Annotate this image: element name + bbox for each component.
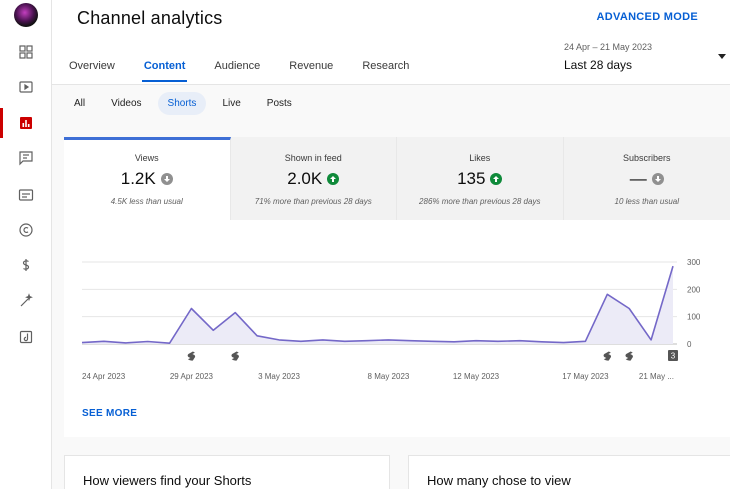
- y-tick-label: 200: [687, 285, 701, 294]
- chevron-down-icon[interactable]: [718, 54, 726, 59]
- chip-live[interactable]: Live: [222, 98, 241, 109]
- tab-overview[interactable]: Overview: [69, 60, 115, 72]
- metric-likes[interactable]: Likes 135 286% more than previous 28 day…: [397, 137, 564, 220]
- y-tick-label: 100: [687, 313, 701, 322]
- metric-value: 1.2K: [120, 169, 156, 188]
- page-title: Channel analytics: [77, 8, 223, 28]
- dashboard-icon[interactable]: [0, 35, 52, 69]
- comments-icon[interactable]: [0, 141, 52, 175]
- metric-note: 10 less than usual: [614, 197, 680, 206]
- left-rail: [0, 0, 52, 489]
- chip-videos[interactable]: Videos: [111, 98, 142, 109]
- content-icon[interactable]: [0, 70, 52, 104]
- tab-audience[interactable]: Audience: [214, 60, 261, 72]
- arrow-down-icon: [651, 173, 664, 185]
- audio-library-icon[interactable]: [0, 320, 52, 354]
- metric-note: 286% more than previous 28 days: [419, 197, 541, 206]
- upload-count-label: 3: [671, 352, 676, 361]
- arrow-up-icon: [327, 173, 340, 185]
- x-tick-label: 29 Apr 2023: [170, 372, 214, 381]
- date-period-text: Last 28 days: [564, 58, 633, 72]
- shorts-upload-icon: [187, 351, 196, 361]
- series-area: [82, 266, 673, 344]
- metric-value-row: 2.0K: [231, 169, 397, 189]
- copyright-icon[interactable]: [0, 213, 52, 247]
- shorts-upload-icon: [625, 351, 633, 361]
- chip-all[interactable]: All: [74, 98, 86, 109]
- x-tick-label: 24 Apr 2023: [82, 372, 126, 381]
- x-tick-label: 21 May ...: [639, 372, 674, 381]
- content-type-chips: All Videos Shorts Live Posts: [64, 92, 302, 115]
- date-range-picker[interactable]: 24 Apr – 21 May 2023 Last 28 days: [564, 42, 652, 72]
- shorts-glyph: [187, 351, 196, 361]
- x-tick-label: 3 May 2023: [258, 372, 300, 381]
- metric-value: —: [629, 169, 647, 188]
- subtitles-icon[interactable]: [0, 178, 52, 212]
- tab-research[interactable]: Research: [362, 60, 410, 72]
- advanced-mode-button[interactable]: ADVANCED MODE: [596, 11, 698, 23]
- x-tick-label: 8 May 2023: [368, 372, 410, 381]
- metric-value-row: —: [564, 169, 730, 189]
- metric-value: 2.0K: [287, 169, 323, 188]
- shorts-upload-icon: [603, 351, 612, 361]
- series-line: [81, 265, 674, 344]
- shorts-upload-icon: [231, 351, 239, 361]
- metric-shown-in-feed[interactable]: Shown in feed 2.0K 71% more than previou…: [230, 137, 397, 220]
- shorts-glyph: [625, 351, 633, 361]
- upload-count-badge: [668, 350, 678, 361]
- metric-note: 71% more than previous 28 days: [254, 197, 372, 206]
- arrow-up-icon: [490, 173, 503, 185]
- shorts-glyph: [231, 351, 239, 361]
- chip-shorts[interactable]: Shorts: [157, 92, 207, 115]
- x-tick-label: 17 May 2023: [562, 372, 609, 381]
- metric-note: 4.5K less than usual: [110, 197, 183, 206]
- header: Channel analytics ADVANCED MODE Overview…: [52, 0, 730, 85]
- metric-subscribers[interactable]: Subscribers — 10 less than usual: [563, 137, 730, 220]
- metric-label: Subscribers: [622, 153, 671, 163]
- chip-posts[interactable]: Posts: [266, 98, 292, 109]
- metric-tabs: Views 1.2K 4.5K less than usual Shown in…: [64, 137, 730, 220]
- customization-icon[interactable]: [0, 284, 52, 318]
- metric-views[interactable]: Views 1.2K 4.5K less than usual: [64, 137, 231, 220]
- tab-bar: Overview Content Audience Revenue Resear…: [69, 60, 438, 82]
- card-title: How many chose to view: [427, 473, 571, 488]
- card-title: How viewers find your Shorts: [83, 473, 252, 488]
- active-indicator: [0, 108, 3, 138]
- tab-revenue[interactable]: Revenue: [289, 60, 334, 72]
- channel-avatar[interactable]: [14, 3, 38, 27]
- metric-label: Views: [134, 153, 159, 163]
- views-line-chart: 0 100 200 300 3 24 Apr 2023 29 Apr 2023 3 May 2…: [81, 258, 701, 381]
- date-range-text: 24 Apr – 21 May 2023: [564, 42, 653, 52]
- metric-value-row: 135: [397, 169, 563, 189]
- traffic-source-card: How viewers find your Shorts: [64, 455, 390, 489]
- earn-icon[interactable]: [0, 248, 52, 282]
- y-tick-label: 0: [687, 340, 692, 349]
- chose-to-view-card: How many chose to view: [408, 455, 730, 489]
- see-more-link[interactable]: SEE MORE: [82, 408, 138, 419]
- metric-label: Likes: [469, 153, 491, 163]
- shorts-glyph: [603, 351, 612, 361]
- analytics-card: Views 1.2K 4.5K less than usual Shown in…: [64, 137, 730, 437]
- metric-label: Shown in feed: [284, 153, 342, 163]
- metric-value: 135: [457, 169, 486, 188]
- y-tick-label: 300: [687, 258, 701, 267]
- tab-content[interactable]: Content: [141, 60, 187, 82]
- x-tick-label: 12 May 2023: [453, 372, 500, 381]
- metric-value-row: 1.2K: [64, 169, 230, 189]
- analytics-icon[interactable]: [0, 106, 52, 140]
- arrow-down-icon: [160, 173, 173, 185]
